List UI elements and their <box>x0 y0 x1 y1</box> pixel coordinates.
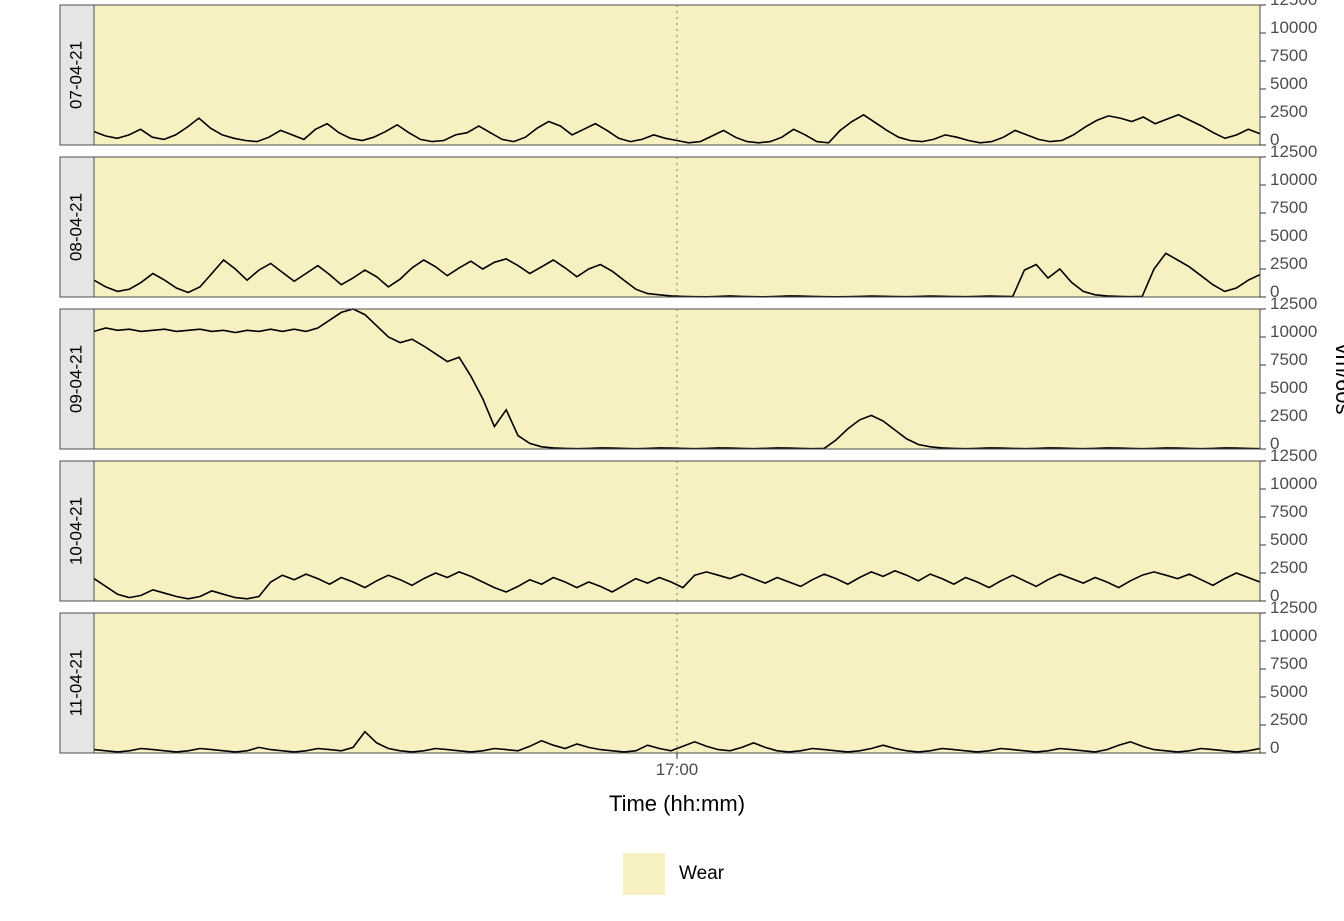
y-tick-label: 7500 <box>1270 350 1308 369</box>
legend-swatch <box>623 853 665 895</box>
facet-chart: 07-04-21 0 2500 5000 7500 10000 12500 08-04-21 0… <box>0 0 1344 921</box>
y-tick-label: 10000 <box>1270 626 1317 645</box>
y-tick-label: 7500 <box>1270 502 1308 521</box>
y-tick-label: 2500 <box>1270 102 1308 121</box>
chart-svg: 07-04-21 0 2500 5000 7500 10000 12500 08-04-21 0… <box>0 0 1344 921</box>
y-tick-label: 12500 <box>1270 294 1317 313</box>
y-tick-label: 12500 <box>1270 446 1317 465</box>
wear-region <box>94 461 1260 601</box>
y-tick-label: 12500 <box>1270 598 1317 617</box>
y-tick-label: 10000 <box>1270 18 1317 37</box>
y-tick-label: 7500 <box>1270 46 1308 65</box>
y-tick-label: 2500 <box>1270 254 1308 273</box>
y-tick-label: 0 <box>1270 738 1279 757</box>
facet-strip-label: 11-04-21 <box>66 650 85 717</box>
y-axis-label: vm/60s <box>1331 344 1344 415</box>
y-tick-label: 12500 <box>1270 0 1317 9</box>
y-tick-label: 5000 <box>1270 226 1308 245</box>
wear-region <box>94 157 1260 297</box>
y-tick-label: 10000 <box>1270 474 1317 493</box>
facet-strip-label: 08-04-21 <box>66 193 85 261</box>
y-tick-label: 5000 <box>1270 682 1308 701</box>
legend-label: Wear <box>679 863 725 884</box>
x-tick-label: 17:00 <box>656 760 699 779</box>
y-tick-label: 5000 <box>1270 74 1308 93</box>
y-tick-label: 7500 <box>1270 198 1308 217</box>
y-tick-label: 2500 <box>1270 710 1308 729</box>
y-tick-label: 2500 <box>1270 558 1308 577</box>
y-tick-label: 5000 <box>1270 378 1308 397</box>
wear-region <box>94 613 1260 753</box>
y-tick-label: 12500 <box>1270 142 1317 161</box>
y-tick-label: 10000 <box>1270 170 1317 189</box>
y-tick-label: 5000 <box>1270 530 1308 549</box>
y-tick-label: 10000 <box>1270 322 1317 341</box>
x-axis-label: Time (hh:mm) <box>609 791 745 816</box>
facet-strip-label: 07-04-21 <box>66 41 85 109</box>
y-tick-label: 7500 <box>1270 654 1308 673</box>
wear-region <box>94 5 1260 145</box>
facet-strip-label: 09-04-21 <box>66 345 85 413</box>
facet-strip-label: 10-04-21 <box>66 497 85 565</box>
y-tick-label: 2500 <box>1270 406 1308 425</box>
